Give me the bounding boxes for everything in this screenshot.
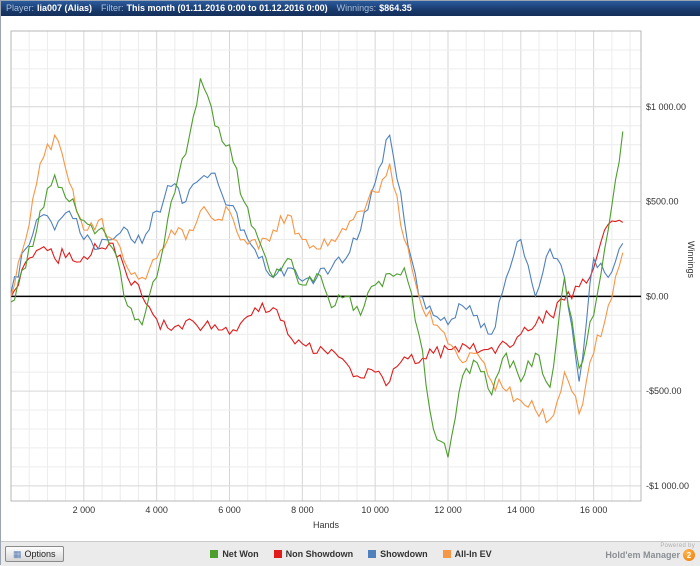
- net-won-swatch-icon: [210, 550, 219, 558]
- svg-text:-$500.00: -$500.00: [646, 386, 682, 396]
- svg-text:6 000: 6 000: [218, 505, 241, 515]
- footer-bar: ▦ Options Net Won Non Showdown Showdown …: [1, 541, 700, 566]
- player-value: lia007 (Alias): [37, 3, 93, 13]
- svg-text:2 000: 2 000: [73, 505, 96, 515]
- filter-value: This month (01.11.2016 0:00 to 01.12.201…: [126, 3, 328, 13]
- svg-text:$500.00: $500.00: [646, 197, 679, 207]
- legend-item-all-in-ev: All-In EV: [442, 549, 492, 559]
- legend-label: Showdown: [380, 549, 428, 559]
- legend-item-net-won: Net Won: [210, 549, 259, 559]
- options-label: Options: [24, 549, 56, 559]
- svg-text:16 000: 16 000: [580, 505, 608, 515]
- svg-text:10 000: 10 000: [361, 505, 389, 515]
- all-in-ev-swatch-icon: [442, 550, 451, 558]
- hm2-logo-icon: 2: [683, 549, 695, 561]
- legend-item-showdown: Showdown: [368, 549, 428, 559]
- svg-text:8 000: 8 000: [291, 505, 314, 515]
- svg-text:Winnings: Winnings: [686, 241, 696, 279]
- non-showdown-swatch-icon: [273, 550, 282, 558]
- legend-label: All-In EV: [454, 549, 492, 559]
- legend-label: Non Showdown: [285, 549, 354, 559]
- svg-text:$1 000.00: $1 000.00: [646, 102, 686, 112]
- winnings-graph: 2 000 4 000 6 000 8 000 10 000 12 000 14 000 16…: [1, 16, 700, 541]
- svg-text:Hands: Hands: [313, 520, 340, 530]
- legend-label: Net Won: [222, 549, 259, 559]
- chart-legend: Net Won Non Showdown Showdown All-In EV: [210, 549, 492, 559]
- svg-text:-$1 000.00: -$1 000.00: [646, 481, 689, 491]
- brand-name: Hold'em Manager: [605, 550, 680, 560]
- options-grid-icon: ▦: [13, 548, 22, 559]
- svg-text:4 000: 4 000: [145, 505, 168, 515]
- svg-text:12 000: 12 000: [434, 505, 462, 515]
- svg-text:$0.00: $0.00: [646, 291, 669, 301]
- chart-canvas: 2 000 4 000 6 000 8 000 10 000 12 000 14 000 16…: [10, 30, 696, 530]
- options-button[interactable]: ▦ Options: [5, 546, 64, 562]
- legend-item-non-showdown: Non Showdown: [273, 549, 354, 559]
- showdown-swatch-icon: [368, 550, 377, 558]
- winnings-label: Winnings:: [336, 3, 377, 13]
- powered-by-text: Powered by: [660, 543, 695, 549]
- filter-label: Filter:: [101, 3, 124, 13]
- title-bar: Player: lia007 (Alias) Filter: This month (…: [1, 1, 700, 16]
- svg-text:14 000: 14 000: [507, 505, 535, 515]
- winnings-value: $864.35: [379, 3, 412, 13]
- brand: Powered by Hold'em Manager 2: [605, 543, 695, 561]
- player-label: Player:: [6, 3, 35, 13]
